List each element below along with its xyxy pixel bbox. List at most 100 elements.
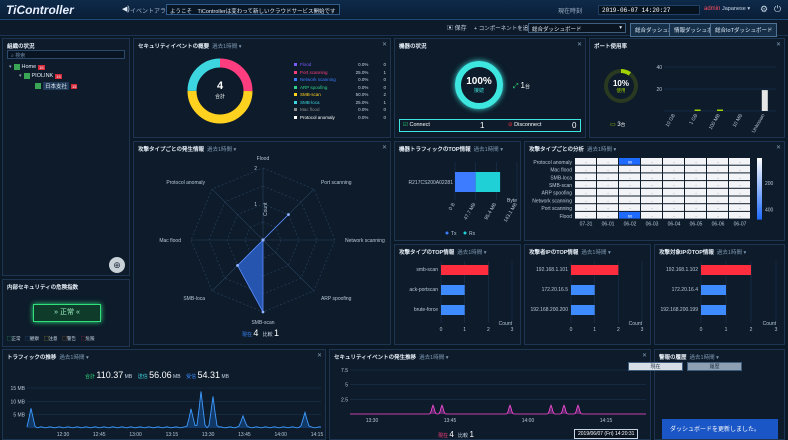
notice-ticker[interactable]: ようこそ TiControllerは変わって新しいクラウドサービス開始です [166,4,340,15]
event-donut [187,58,253,124]
close-icon[interactable]: ✕ [775,42,781,48]
heatmap-cell-value: - [717,159,719,164]
event-legend-row[interactable]: ARP spoofing 0.0% 0 [294,84,386,92]
legend-count: 0 [383,84,386,90]
heatmap-cell-value: - [585,175,587,180]
heatmap-row-label: Flood [559,214,572,220]
x-tick-label: 13:45 [238,432,251,438]
time-range-select[interactable]: 過去1時間 ▾ [586,147,617,153]
heatmap-cell [707,204,728,211]
heatmap-cell-value: - [651,182,653,187]
device-status-panel: 機器の状況 ✕ 100% 接続 ⤢ 1台 ☑ Connect 1 ⊘ Disco… [394,38,586,138]
time-range-select[interactable]: 過去1時間 ▾ [473,147,503,153]
close-icon[interactable]: ✕ [316,353,322,359]
event-legend-row[interactable]: Port scanning 25.0% 1 [294,69,386,77]
tree-item-home[interactable]: ▾ Home 15 [9,64,45,70]
heatmap-cell [597,188,618,196]
x-tick-label: 13:30 [202,432,215,438]
tree-item-label: PIOLINK [31,73,54,79]
y-category-label: 172.20.16.4 [672,287,699,293]
heatmap-cell-value: - [585,159,587,164]
x-tick-label: 3 [775,327,778,333]
event-legend-row[interactable]: Flood 0.0% 0 [294,61,386,69]
close-icon[interactable]: ✕ [775,145,781,151]
event-legend-row[interactable]: SMB-loca 25.0% 1 [294,99,386,107]
event-legend-row[interactable]: Protocol anomaly 0.0% 0 [294,114,386,122]
close-icon[interactable]: ✕ [576,42,582,48]
heatmap-cell [663,196,684,204]
legend-item: ▢危険 [81,336,95,341]
heatmap-cell-value: - [651,167,653,172]
close-icon[interactable]: ✕ [381,42,387,48]
tree-item-piolink[interactable]: ▾ PIOLINK 15 [19,73,62,79]
event-legend-row[interactable]: Network scanning 0.0% 0 [294,76,386,84]
dashboard-tab-3[interactable]: 総合IoTダッシュボード [710,23,778,37]
legend-label: Mac flood [299,107,320,113]
target-ip-chart: 0 1 2 3 192.168.1.102 172.20.16.4 192.168.200.… [660,261,778,333]
time-range-select[interactable]: 過去1時間 ▾ [689,355,719,361]
tree-item-japan[interactable]: 日本支社 15 [33,82,78,90]
time-range-select[interactable]: 過去1時間 ▾ [59,355,89,361]
port-bar [761,90,768,111]
time-range-select[interactable]: 過去1時間 ▾ [206,147,237,153]
close-icon[interactable]: ✕ [641,353,647,359]
x-tick-label: Unknown [751,113,767,134]
heatmap-cell [619,181,640,188]
heatmap-cell-value: - [717,213,719,218]
gear-icon[interactable]: ⚙ [760,4,769,14]
heatmap-cell-value: - [673,159,675,164]
time-range-select[interactable]: 過去1時間 ▾ [581,250,611,256]
heatmap-cell [685,165,706,173]
time-range-select[interactable]: 過去1時間 ▾ [457,250,487,256]
panel-title: 攻撃者IPのTOP情報 過去1時間 ▾ [529,250,611,256]
heatmap-cell-value: - [739,213,741,218]
heatmap-cell-value: - [695,213,697,218]
zoom-icon[interactable]: ⊕ [109,257,125,273]
legend-pct: 0.0% [358,62,369,68]
radar-point [287,213,290,216]
tree-search-input[interactable]: ⌕ 検索 [7,50,125,59]
x-tick-label: 47.7 MB [463,201,478,221]
x-tick-label: 13:00 [129,432,142,438]
heatmap-cell-value: 90 [628,159,633,164]
radar-point [261,238,265,242]
heatmap-cell-value: - [695,167,697,172]
legend-swatch [294,93,297,97]
security-status-indicator: » 正常 « [33,304,101,322]
event-legend-row[interactable]: SMB-scan 50.0% 2 [294,91,386,99]
app-logo[interactable]: TiController [6,3,74,17]
time-range-select[interactable]: 過去1時間 ▾ [716,250,747,256]
legend-label: Port scanning [299,69,328,75]
dashboard-select-value: 総合ダッシュボード [532,27,582,33]
attack-radar-chart: Flood Port scanning Network scanning ARP sp… [159,156,385,326]
x-tick-label: 14:00 [274,432,287,438]
heatmap-cell [641,165,662,173]
save-button[interactable]: ▣ 保存 [447,23,467,32]
time-range-select[interactable]: 過去1時間 ▾ [212,44,242,50]
legend-item: ▢警告 [62,336,77,341]
language-select[interactable]: Japanese ▾ [722,6,751,12]
heatmap-cell [707,181,728,188]
heatmap-cell-value: - [717,167,719,172]
legend-label: Network scanning [299,77,336,83]
heatmap-cell-value: - [607,175,609,180]
time-range-select[interactable]: 過去1時間 ▾ [419,355,449,361]
dashboard-select[interactable]: 総合ダッシュボード ▾ [528,23,626,33]
panel-title: 攻撃タイプごとの分析 過去1時間 ▾ [529,147,617,153]
heatmap-cell-value: - [695,175,697,180]
event-legend-row[interactable]: Mac flood 0.0% 0 [294,106,386,114]
user-name[interactable]: admin [704,6,721,12]
x-tick-label: 12:45 [93,432,106,438]
heatmap-cell-value: - [673,182,675,187]
attack-type-top-panel: 攻撃タイプのTOP情報 過去1時間 ▾ 0 1 2 3 smb-scan ack-ports… [394,244,521,345]
heatmap-cell [575,196,596,204]
heatmap-cell [619,173,640,181]
tab-current[interactable]: 現在 [628,362,683,371]
legend-label: Protocol anomaly [299,114,335,120]
close-icon[interactable]: ✕ [381,145,387,151]
add-component-button[interactable]: + コンポーネントを追加 [474,26,534,32]
tab-history[interactable]: 履歴 [687,362,742,371]
heatmap-cell [575,158,596,165]
category-bar [571,305,595,315]
logout-icon[interactable]: ⏻ [774,4,782,14]
